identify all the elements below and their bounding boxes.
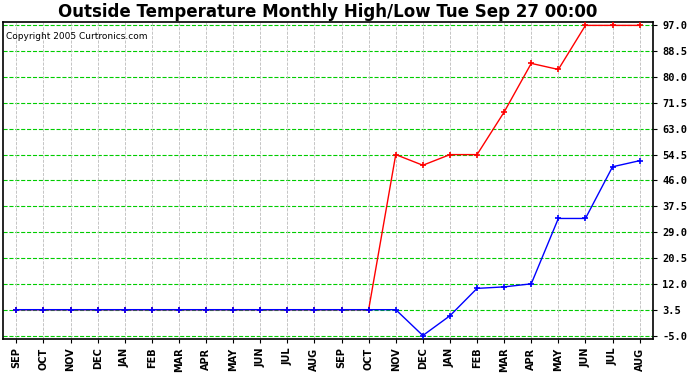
Title: Outside Temperature Monthly High/Low Tue Sep 27 00:00: Outside Temperature Monthly High/Low Tue… — [58, 3, 598, 21]
Text: Copyright 2005 Curtronics.com: Copyright 2005 Curtronics.com — [6, 32, 148, 41]
